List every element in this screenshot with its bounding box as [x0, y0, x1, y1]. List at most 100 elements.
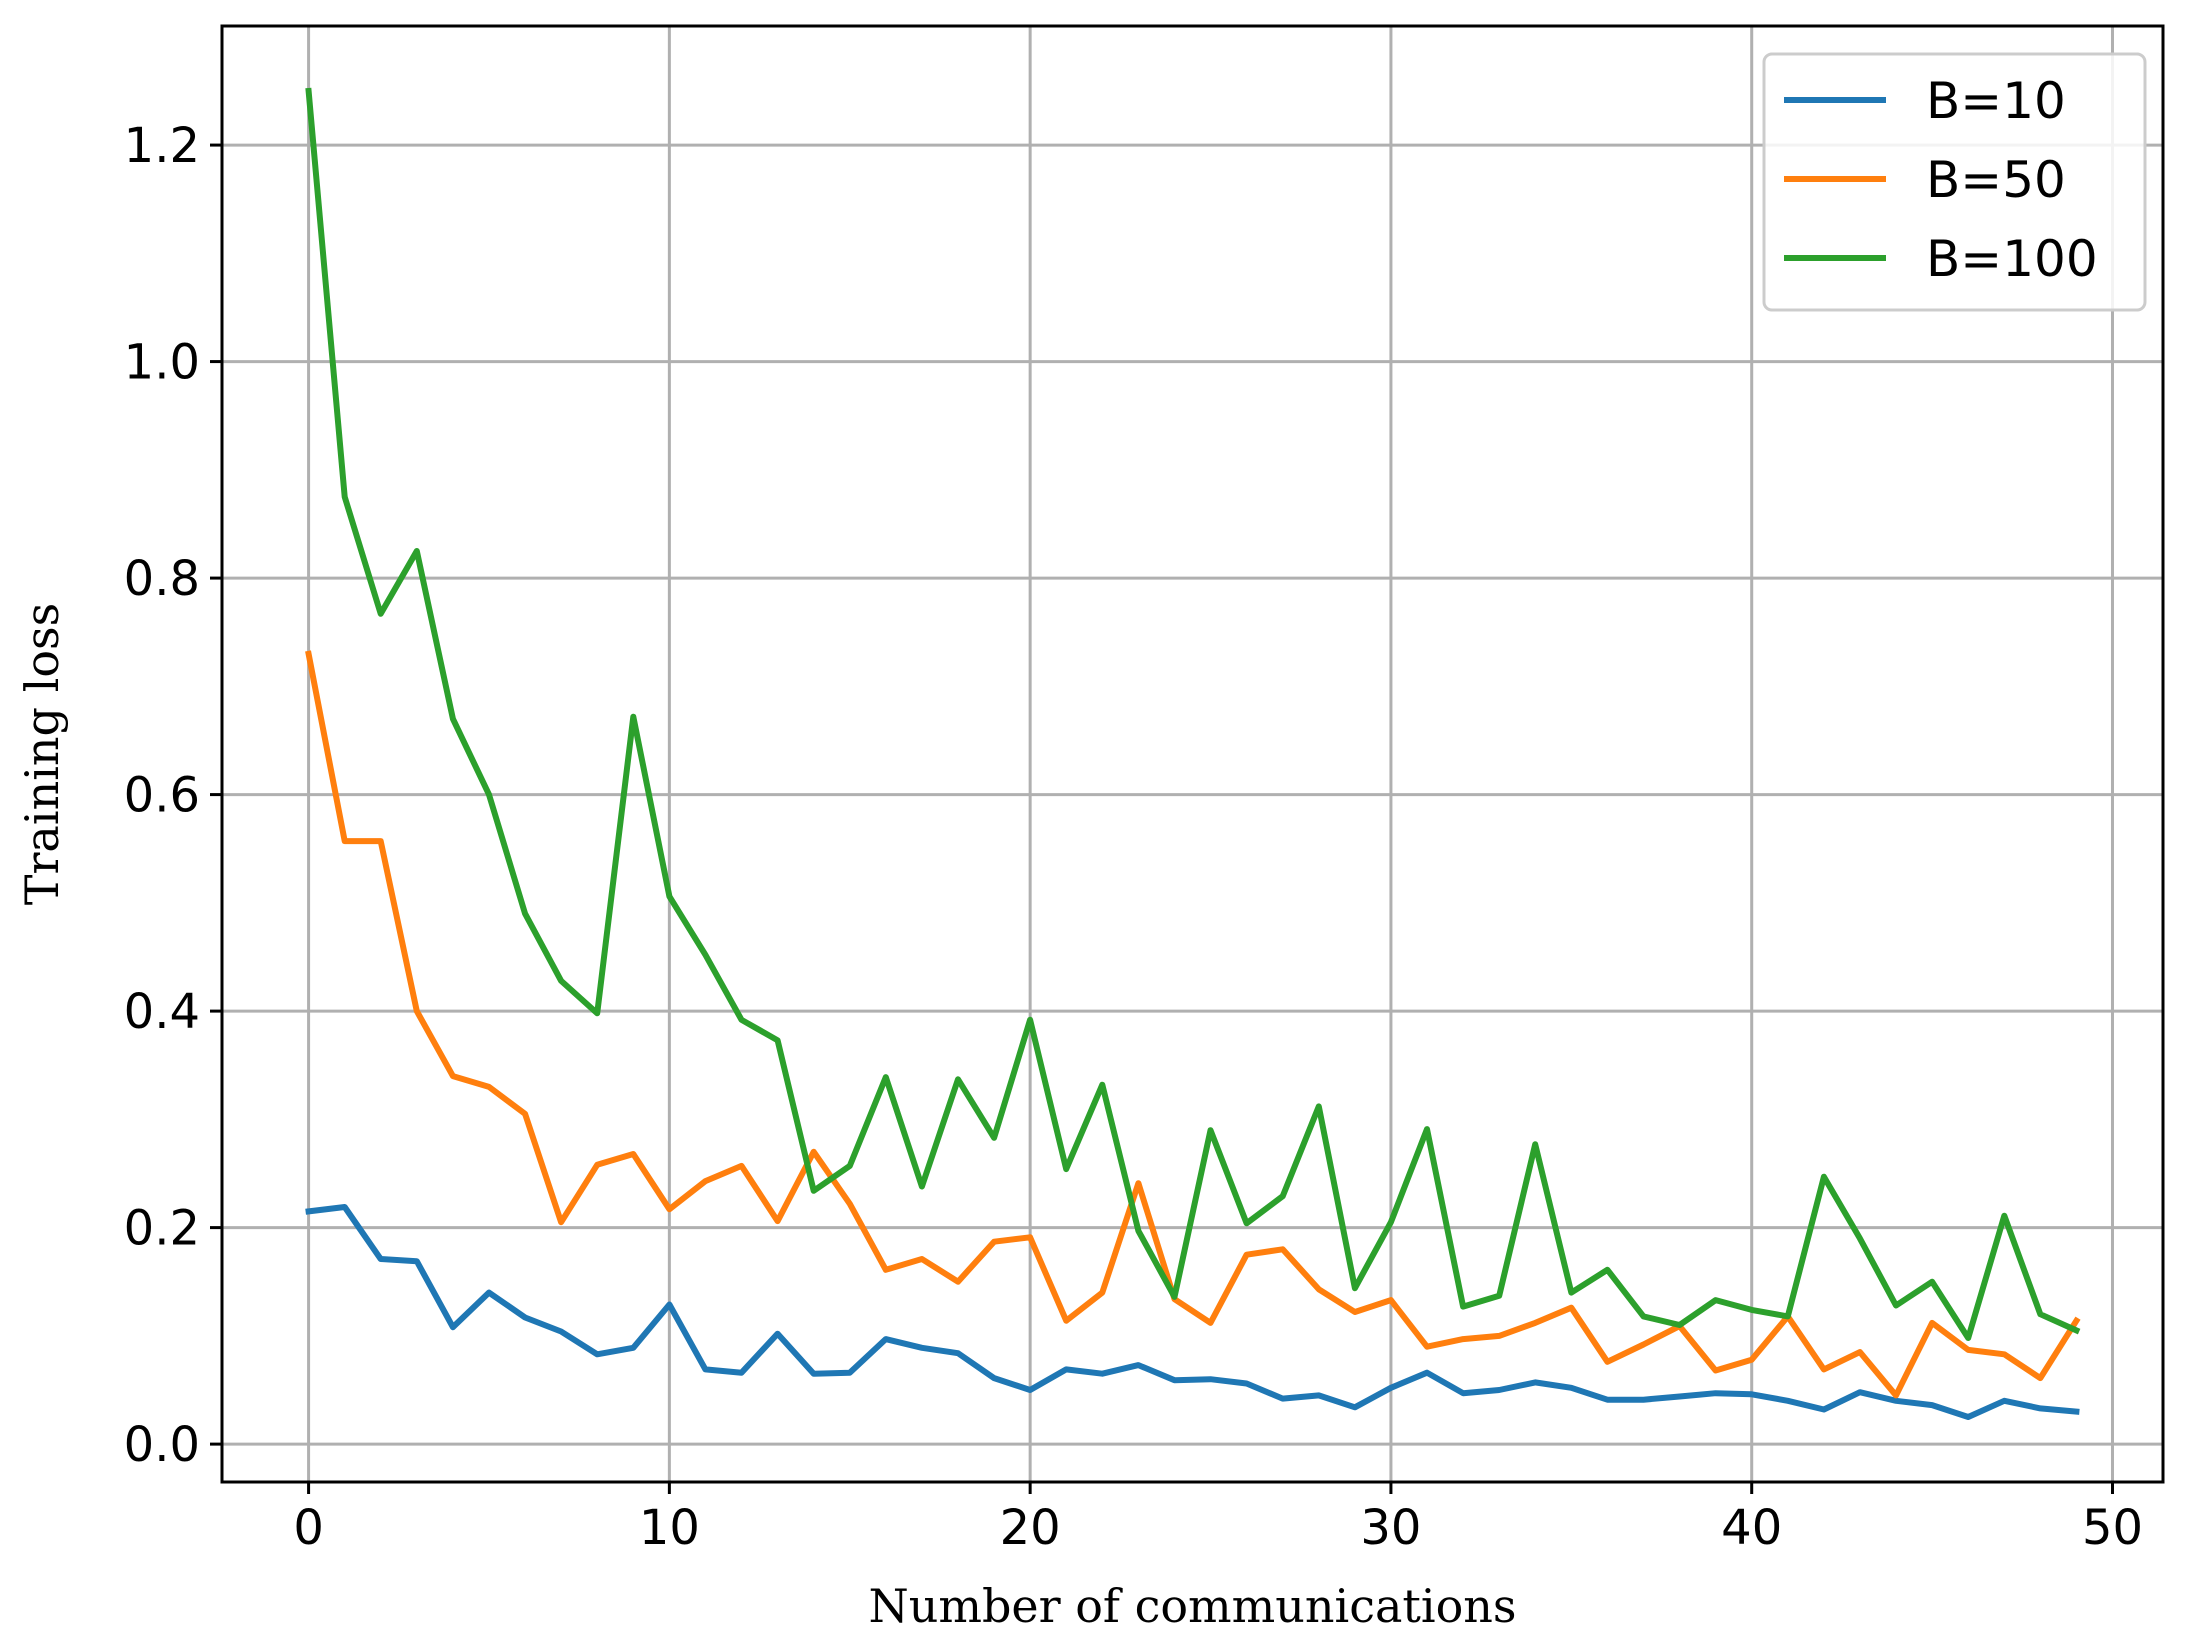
x-tick-label: 0 [293, 1500, 324, 1556]
data-point [703, 953, 707, 957]
y-tick-label: 0.6 [124, 768, 200, 824]
data-point [1569, 1386, 1573, 1390]
data-point [1136, 1363, 1140, 1367]
data-point [487, 793, 491, 797]
data-point [2038, 1376, 2042, 1380]
data-point [992, 1136, 996, 1140]
data-point [1605, 1360, 1609, 1364]
x-axis-title: Number of communications [868, 1579, 1516, 1633]
data-point [1533, 1142, 1537, 1146]
data-point [2038, 1312, 2042, 1316]
data-point [1028, 1388, 1032, 1392]
data-point [1245, 1221, 1249, 1225]
data-point [487, 1291, 491, 1295]
data-point [884, 1075, 888, 1079]
data-point [1425, 1371, 1429, 1375]
data-point [1642, 1314, 1645, 1318]
data-point [1209, 1377, 1212, 1381]
data-point [1100, 1372, 1104, 1376]
data-point [1642, 1343, 1645, 1346]
data-point [1245, 1253, 1249, 1257]
data-point [1605, 1398, 1609, 1402]
data-point [523, 912, 527, 916]
data-point [740, 1371, 743, 1375]
data-point [1569, 1306, 1573, 1310]
data-point [740, 1018, 743, 1022]
data-point [1497, 1388, 1501, 1392]
series-B=10 [305, 1204, 2080, 1420]
data-point [703, 1367, 707, 1371]
x-tick-label: 10 [639, 1500, 700, 1556]
data-point [1136, 1229, 1140, 1233]
data-point [379, 1257, 383, 1261]
data-point [1533, 1380, 1537, 1384]
data-point [1425, 1345, 1429, 1349]
data-point [1317, 1393, 1321, 1397]
data-point [1678, 1323, 1682, 1327]
legend-label: B=50 [1926, 151, 2066, 209]
data-point [595, 1163, 599, 1167]
grid [222, 26, 2163, 1482]
data-point [1064, 1319, 1068, 1323]
data-point [451, 717, 455, 721]
data-point [451, 1325, 455, 1329]
data-point [415, 1259, 419, 1263]
data-point [1353, 1310, 1357, 1314]
x-tick-label: 20 [1000, 1500, 1061, 1556]
data-point [1786, 1314, 1790, 1318]
data-point [920, 1257, 924, 1261]
data-point [1966, 1415, 1970, 1419]
legend: B=10 B=50 B=100 [1762, 52, 2147, 312]
data-point [415, 1009, 419, 1013]
data-point [1533, 1321, 1537, 1325]
data-point [1245, 1382, 1249, 1385]
series-lines [305, 87, 2081, 1420]
y-tick-label: 0.2 [124, 1201, 200, 1257]
x-tick-label: 40 [1721, 1500, 1782, 1556]
data-point [1209, 1321, 1212, 1325]
data-point [1678, 1395, 1682, 1398]
data-point [1389, 1298, 1393, 1302]
data-point [1605, 1268, 1609, 1272]
data-point [379, 612, 383, 616]
data-point [956, 1077, 960, 1081]
data-point [1858, 1390, 1862, 1394]
data-point [1714, 1369, 1718, 1372]
data-point [667, 894, 671, 898]
data-point [1461, 1305, 1465, 1309]
data-point [1714, 1391, 1718, 1395]
data-point [2038, 1406, 2042, 1410]
data-point [2002, 1399, 2006, 1403]
data-point [812, 1372, 816, 1376]
data-point [523, 1112, 527, 1116]
data-point [740, 1164, 743, 1168]
data-point [848, 1164, 852, 1168]
data-point [1786, 1399, 1790, 1403]
data-point [1750, 1308, 1754, 1312]
data-point [559, 979, 563, 983]
data-point [307, 89, 311, 93]
data-point [1569, 1291, 1573, 1295]
data-point [992, 1376, 996, 1380]
data-point [1714, 1298, 1718, 1302]
data-point [631, 1152, 635, 1156]
data-point [956, 1351, 960, 1355]
data-point [559, 1330, 563, 1333]
data-point [415, 549, 419, 553]
axis-ticks: 0 10 20 30 40 50 0.0 0.2 0.4 0.6 0.8 1.0 1.2 [124, 118, 2143, 1556]
x-tick-label: 30 [1360, 1500, 1421, 1556]
data-point [1642, 1398, 1645, 1402]
y-tick-label: 1.0 [124, 335, 200, 391]
data-point [2074, 1319, 2078, 1323]
data-point [667, 1303, 671, 1306]
plot-area-frame [220, 24, 2165, 1484]
data-point [1100, 1291, 1104, 1295]
data-point [1822, 1367, 1826, 1371]
y-tick-label: 1.2 [124, 118, 200, 174]
data-point [1136, 1181, 1140, 1185]
data-point [559, 1220, 563, 1224]
data-point [1930, 1321, 1934, 1325]
data-point [1064, 1367, 1068, 1371]
data-point [1425, 1127, 1429, 1131]
